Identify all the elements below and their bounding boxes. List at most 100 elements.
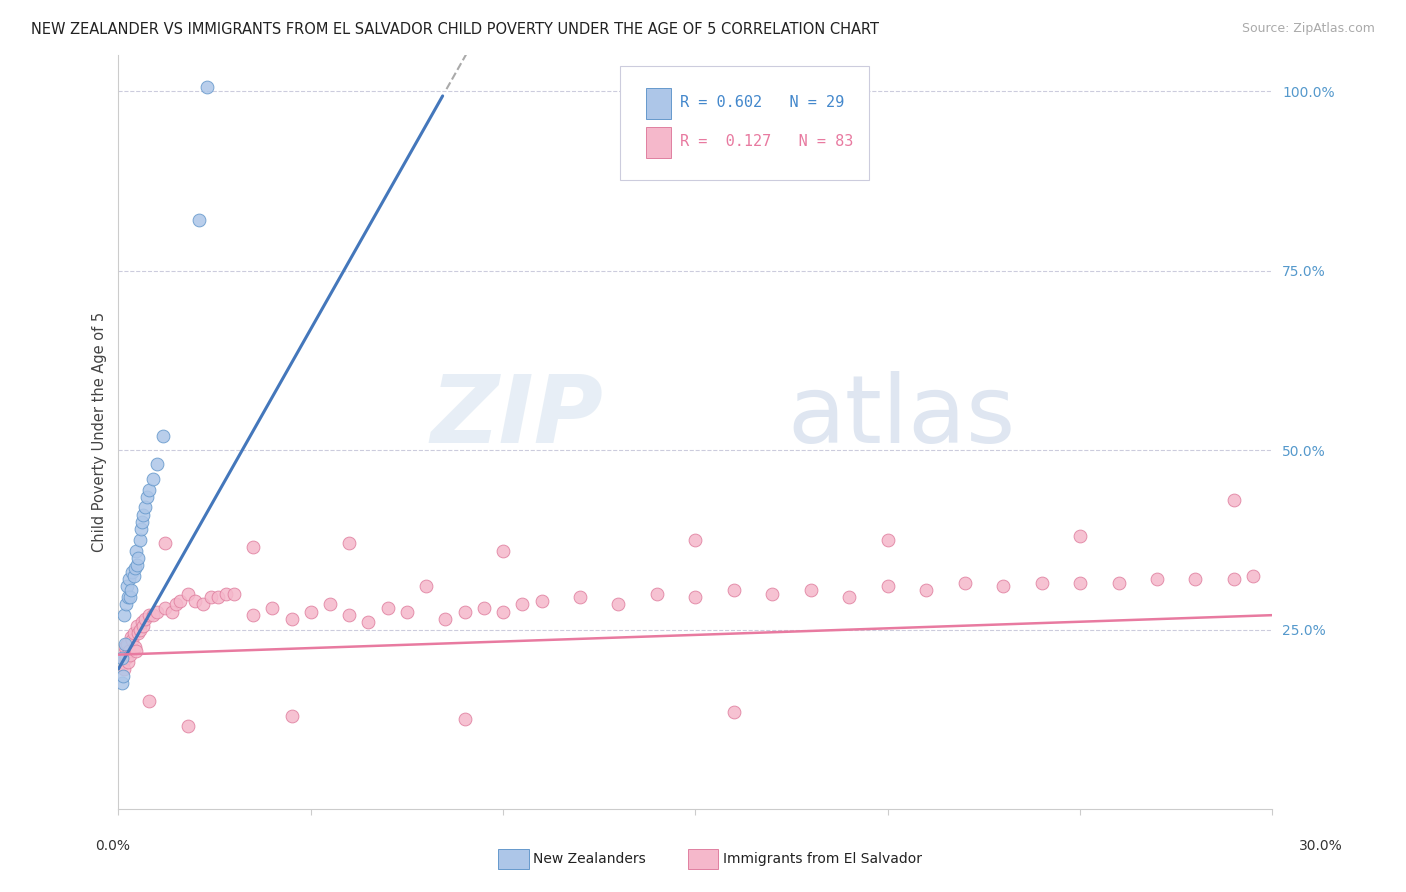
Point: [153, 601, 176, 615]
Point: [112, 655, 135, 669]
Point: [117, 591, 139, 605]
Text: 0.0%: 0.0%: [96, 838, 131, 853]
Text: R =  0.127   N = 83: R = 0.127 N = 83: [681, 135, 853, 149]
Point: [453, 605, 475, 619]
FancyBboxPatch shape: [645, 87, 671, 120]
Point: [800, 582, 823, 597]
Text: Immigrants from El Salvador: Immigrants from El Salvador: [723, 852, 922, 866]
Point: [492, 543, 515, 558]
Point: [112, 662, 135, 676]
Text: 30.0%: 30.0%: [1299, 838, 1343, 853]
FancyBboxPatch shape: [620, 66, 869, 179]
Point: [124, 640, 146, 655]
Point: [991, 579, 1014, 593]
Point: [242, 540, 264, 554]
Point: [122, 626, 145, 640]
Point: [1241, 568, 1264, 582]
Point: [838, 591, 860, 605]
Point: [1069, 529, 1091, 543]
Point: [337, 536, 360, 550]
Point: [685, 591, 707, 605]
Point: [299, 605, 322, 619]
Point: [395, 605, 418, 619]
Point: [1146, 572, 1168, 586]
Point: [134, 612, 156, 626]
Point: [184, 594, 207, 608]
Point: [377, 601, 399, 615]
Point: [112, 608, 135, 623]
Point: [121, 565, 143, 579]
Point: [138, 694, 160, 708]
Point: [152, 428, 174, 442]
Point: [645, 586, 668, 600]
Point: [200, 591, 222, 605]
Point: [136, 490, 159, 504]
Point: [125, 619, 148, 633]
Point: [118, 591, 141, 605]
Point: [876, 579, 898, 593]
Point: [128, 623, 150, 637]
Point: [280, 612, 302, 626]
Point: [115, 651, 138, 665]
Point: [120, 582, 142, 597]
Point: [120, 630, 142, 644]
Point: [146, 458, 169, 472]
Point: [118, 648, 141, 662]
Point: [125, 644, 148, 658]
Point: [114, 637, 136, 651]
Point: [162, 605, 184, 619]
Point: [876, 533, 898, 547]
Point: [138, 608, 160, 623]
Point: [953, 575, 976, 590]
Text: R = 0.602   N = 29: R = 0.602 N = 29: [681, 95, 845, 110]
Point: [262, 601, 284, 615]
Point: [434, 612, 457, 626]
Point: [124, 561, 146, 575]
Point: [761, 586, 783, 600]
Point: [207, 591, 229, 605]
Point: [118, 572, 141, 586]
Point: [125, 543, 148, 558]
Point: [127, 550, 149, 565]
Point: [512, 598, 534, 612]
Point: [138, 483, 160, 497]
Point: [125, 558, 148, 572]
Point: [723, 705, 745, 719]
Point: [319, 598, 342, 612]
Point: [112, 669, 135, 683]
Point: [132, 508, 155, 522]
Point: [453, 712, 475, 726]
Point: [176, 586, 198, 600]
Point: [110, 676, 132, 690]
Point: [129, 522, 152, 536]
Point: [153, 536, 176, 550]
Point: [165, 598, 187, 612]
Point: [128, 533, 150, 547]
Point: [1223, 493, 1246, 508]
Point: [723, 582, 745, 597]
Point: [132, 619, 155, 633]
Point: [280, 708, 302, 723]
Point: [121, 633, 143, 648]
Point: [127, 626, 149, 640]
Point: [415, 579, 437, 593]
Point: [146, 605, 169, 619]
Text: Source: ZipAtlas.com: Source: ZipAtlas.com: [1241, 22, 1375, 36]
Text: NEW ZEALANDER VS IMMIGRANTS FROM EL SALVADOR CHILD POVERTY UNDER THE AGE OF 5 CO: NEW ZEALANDER VS IMMIGRANTS FROM EL SALV…: [31, 22, 879, 37]
Point: [685, 533, 707, 547]
Point: [607, 598, 630, 612]
Y-axis label: Child Poverty Under the Age of 5: Child Poverty Under the Age of 5: [93, 312, 107, 552]
Point: [222, 586, 245, 600]
Point: [357, 615, 380, 630]
Point: [117, 655, 139, 669]
Point: [115, 579, 138, 593]
Point: [111, 651, 134, 665]
Point: [191, 598, 214, 612]
Point: [1184, 572, 1206, 586]
Point: [134, 500, 156, 515]
Point: [1108, 575, 1130, 590]
Point: [569, 591, 592, 605]
Point: [472, 601, 495, 615]
Text: ZIP: ZIP: [430, 371, 603, 463]
Point: [110, 658, 132, 673]
